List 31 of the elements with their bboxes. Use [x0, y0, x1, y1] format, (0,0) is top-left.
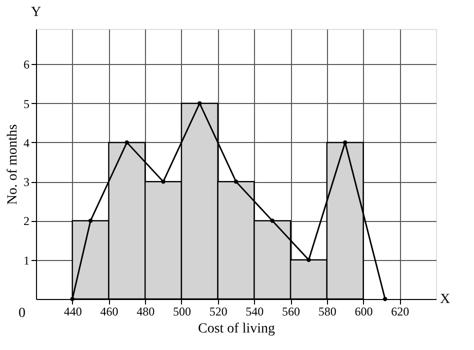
x-axis-title: Cost of living [198, 322, 276, 336]
y-tick-label: 3 [24, 175, 30, 190]
point [270, 218, 274, 223]
point [70, 296, 74, 302]
point [342, 140, 348, 145]
x-tick-label: 620 [391, 304, 410, 318]
text: 0 [18, 306, 26, 321]
y-tick-label: 5 [24, 96, 30, 111]
x-tick-label: 480 [136, 304, 155, 318]
y-tick-label: 1 [24, 253, 30, 268]
point [161, 179, 166, 184]
point [234, 179, 238, 184]
x-tick-label: 560 [282, 304, 300, 318]
point [306, 258, 311, 262]
point [382, 296, 388, 302]
x-tick-label: 580 [318, 304, 336, 318]
point [198, 101, 202, 106]
x-tick-label: 540 [246, 304, 264, 318]
x-tick-label: 520 [209, 304, 228, 318]
y-tick-label: 6 [24, 58, 30, 72]
point [124, 140, 130, 145]
y-tick-label: 4 [24, 136, 30, 150]
text: Y [30, 5, 42, 20]
y-axis-title: No. of months [6, 124, 20, 205]
text: X [440, 292, 450, 307]
x-tick-label: 500 [172, 304, 191, 318]
x-tick-label: 440 [64, 304, 82, 318]
x-tick-label: 460 [100, 304, 118, 318]
x-tick-label: 600 [354, 304, 373, 318]
point [88, 218, 93, 223]
y-tick-label: 2 [24, 214, 30, 228]
